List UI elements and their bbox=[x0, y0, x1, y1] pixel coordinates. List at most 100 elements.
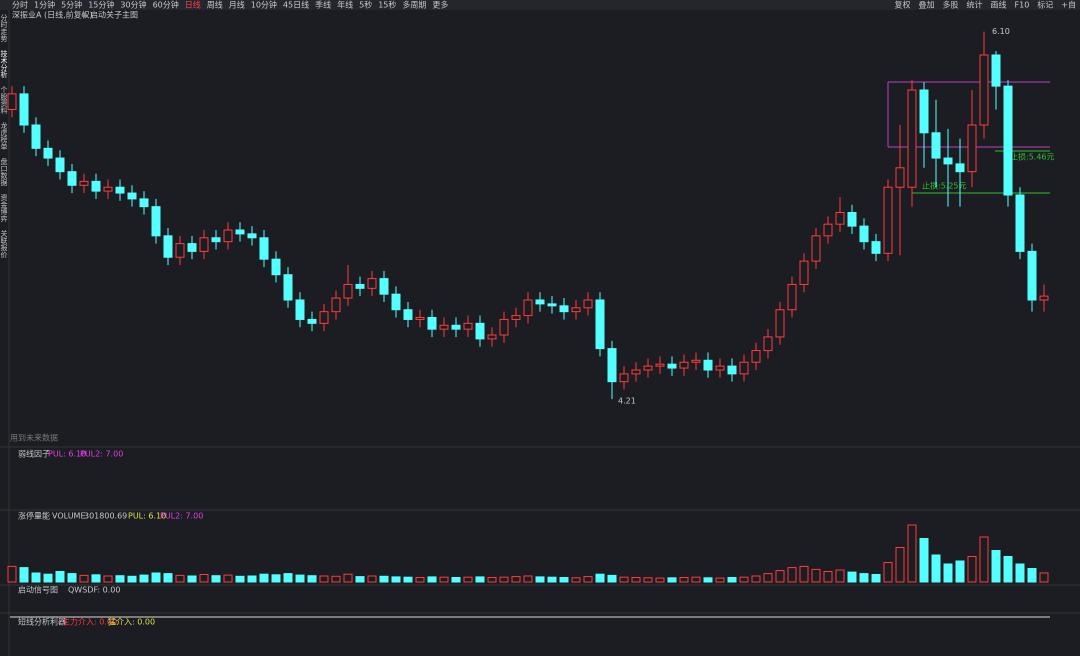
max-label: 6.10 bbox=[992, 27, 1010, 36]
volume-bar bbox=[799, 565, 809, 583]
period-tab[interactable]: 30分钟 bbox=[120, 0, 146, 10]
tool-button[interactable]: 统计 bbox=[967, 0, 983, 10]
period-tab[interactable]: 5秒 bbox=[359, 0, 372, 10]
volume-bar bbox=[643, 577, 653, 583]
candle-body bbox=[991, 54, 1001, 87]
candle-body bbox=[115, 186, 125, 194]
note: 用到未来数据 bbox=[10, 433, 58, 443]
tool-button[interactable]: 复权 bbox=[895, 0, 911, 10]
volume-bar bbox=[523, 575, 533, 583]
period-tab[interactable]: 15秒 bbox=[378, 0, 396, 10]
volume-bar bbox=[343, 573, 353, 583]
panel-value: PUL2: 7.00 bbox=[160, 512, 203, 521]
candle-body bbox=[295, 299, 305, 320]
candle-body bbox=[943, 157, 953, 165]
side-tab[interactable]: 盘口数据 bbox=[0, 157, 8, 187]
period-tab[interactable]: 5分钟 bbox=[61, 0, 82, 10]
candle-body bbox=[559, 305, 569, 313]
candle-body bbox=[1015, 194, 1025, 252]
period-tab[interactable]: 周线 bbox=[207, 0, 223, 10]
candle-body bbox=[919, 89, 929, 134]
period-tab[interactable]: 季线 bbox=[315, 0, 331, 10]
volume-bar bbox=[931, 554, 941, 583]
volume-bar bbox=[895, 547, 905, 583]
volume-bar bbox=[79, 574, 89, 583]
period-tab[interactable]: 45日线 bbox=[283, 0, 309, 10]
volume-bar bbox=[283, 573, 293, 583]
volume-bar bbox=[331, 575, 341, 583]
period-tab[interactable]: 分时 bbox=[12, 0, 28, 10]
candle-body bbox=[451, 324, 461, 330]
candle-body bbox=[175, 243, 185, 258]
candle-body bbox=[547, 303, 557, 307]
volume-bar bbox=[667, 577, 677, 583]
candle-body bbox=[235, 229, 245, 235]
tool-button[interactable]: 标记 bbox=[1037, 0, 1053, 10]
volume-bar bbox=[751, 575, 761, 583]
panel-title: 启动信号图 bbox=[18, 585, 58, 595]
period-tab[interactable]: 1分钟 bbox=[34, 0, 55, 10]
candle-body bbox=[835, 212, 845, 225]
side-tab[interactable]: 关联报价 bbox=[0, 229, 8, 258]
tool-button[interactable]: 画线 bbox=[991, 0, 1007, 10]
volume-bar bbox=[187, 575, 197, 583]
candle-body bbox=[571, 307, 581, 313]
candle-body bbox=[331, 297, 341, 313]
tool-button[interactable]: F10 bbox=[1015, 1, 1030, 10]
candle-body bbox=[631, 369, 641, 375]
period-tab[interactable]: 多周期 bbox=[402, 0, 426, 10]
volume-bar bbox=[775, 570, 785, 583]
volume-bar bbox=[235, 575, 245, 583]
candle-body bbox=[19, 93, 29, 126]
candle-body bbox=[799, 260, 809, 285]
volume-bar bbox=[19, 567, 29, 583]
candle-body bbox=[871, 241, 881, 254]
volume-bar bbox=[115, 575, 125, 583]
volume-bar bbox=[499, 576, 509, 583]
candle-body bbox=[211, 237, 221, 243]
volume-bar bbox=[535, 576, 545, 583]
panel-value: QWSDF: 0.00 bbox=[68, 586, 120, 595]
period-tab[interactable]: 15分钟 bbox=[88, 0, 114, 10]
candle-body bbox=[523, 299, 533, 317]
volume-bar bbox=[739, 576, 749, 583]
candle-body bbox=[55, 157, 65, 173]
candle-body bbox=[847, 212, 857, 227]
period-tab[interactable]: 60分钟 bbox=[153, 0, 179, 10]
candle-body bbox=[355, 283, 365, 289]
side-tab[interactable]: 资金博弈 bbox=[0, 193, 8, 223]
candle-body bbox=[907, 89, 917, 188]
candle-body bbox=[955, 163, 965, 173]
volume-bar bbox=[631, 577, 641, 583]
side-tab[interactable]: 技术分析 bbox=[0, 49, 8, 79]
stop-label: 止损:5.25元 bbox=[922, 181, 967, 191]
period-tab[interactable]: 月线 bbox=[229, 0, 245, 10]
volume-bar bbox=[703, 577, 713, 583]
candle-body bbox=[1027, 250, 1037, 301]
period-tab[interactable]: 年线 bbox=[337, 0, 353, 10]
volume-label: VOLUME: bbox=[52, 512, 88, 521]
candle-body bbox=[667, 363, 677, 369]
period-tab[interactable]: 更多 bbox=[432, 0, 448, 10]
volume-bar bbox=[247, 575, 257, 583]
tool-button[interactable]: 多股 bbox=[943, 0, 959, 10]
volume-bar bbox=[463, 576, 473, 583]
candle-body bbox=[763, 336, 773, 352]
candle-body bbox=[151, 206, 161, 237]
volume-bar bbox=[151, 572, 161, 583]
period-tab[interactable]: 10分钟 bbox=[251, 0, 277, 10]
panel-title: 涨停量能 bbox=[18, 511, 50, 521]
candle-body bbox=[607, 348, 617, 383]
period-tab[interactable]: 日线 bbox=[185, 0, 201, 10]
volume-bar bbox=[103, 575, 113, 583]
candle-body bbox=[967, 124, 977, 173]
tool-button[interactable]: 叠加 bbox=[919, 0, 935, 10]
side-tab[interactable]: 分时走势 bbox=[0, 13, 8, 43]
side-tab[interactable]: 个股资料 bbox=[0, 86, 8, 115]
candle-body bbox=[751, 350, 761, 363]
candle-body bbox=[139, 198, 149, 208]
side-tab[interactable]: 龙虎榜单 bbox=[0, 121, 8, 151]
candle-body bbox=[859, 225, 869, 243]
tool-button[interactable]: +自 bbox=[1061, 0, 1076, 10]
indicator-name: 启动关子主图 bbox=[90, 10, 138, 20]
